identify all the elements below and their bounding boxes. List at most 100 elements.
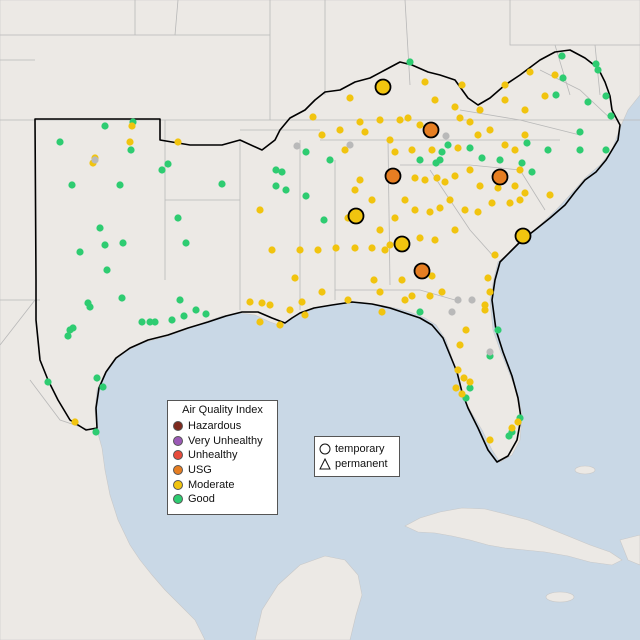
site-marker[interactable] — [478, 154, 486, 162]
site-marker[interactable] — [511, 146, 519, 154]
site-marker[interactable] — [332, 244, 340, 252]
site-marker[interactable] — [103, 266, 111, 274]
site-marker[interactable] — [432, 159, 440, 167]
site-marker[interactable] — [356, 176, 364, 184]
site-marker[interactable] — [552, 91, 560, 99]
site-marker[interactable] — [93, 374, 101, 382]
site-marker[interactable] — [218, 180, 226, 188]
site-marker[interactable] — [101, 122, 109, 130]
site-marker[interactable] — [92, 428, 100, 436]
site-marker[interactable] — [396, 116, 404, 124]
site-marker[interactable] — [286, 306, 294, 314]
site-marker[interactable] — [64, 332, 72, 340]
site-marker[interactable] — [516, 196, 524, 204]
site-marker[interactable] — [368, 244, 376, 252]
site-marker-large[interactable] — [393, 235, 411, 253]
site-marker[interactable] — [438, 288, 446, 296]
site-marker[interactable] — [528, 168, 536, 176]
site-marker[interactable] — [421, 176, 429, 184]
site-marker[interactable] — [438, 148, 446, 156]
site-marker[interactable] — [176, 296, 184, 304]
site-marker[interactable] — [326, 156, 334, 164]
site-marker[interactable] — [391, 148, 399, 156]
site-marker[interactable] — [376, 116, 384, 124]
site-marker[interactable] — [76, 248, 84, 256]
site-marker[interactable] — [256, 206, 264, 214]
site-marker[interactable] — [346, 94, 354, 102]
site-marker[interactable] — [476, 182, 484, 190]
site-marker[interactable] — [99, 383, 107, 391]
site-marker[interactable] — [416, 121, 424, 129]
site-marker[interactable] — [278, 168, 286, 176]
site-marker[interactable] — [336, 126, 344, 134]
site-marker[interactable] — [607, 112, 615, 120]
site-marker[interactable] — [428, 146, 436, 154]
site-marker[interactable] — [182, 239, 190, 247]
site-marker[interactable] — [442, 132, 450, 140]
site-marker[interactable] — [461, 206, 469, 214]
site-marker[interactable] — [451, 226, 459, 234]
site-marker[interactable] — [356, 118, 364, 126]
site-marker[interactable] — [376, 288, 384, 296]
site-marker[interactable] — [408, 292, 416, 300]
site-marker[interactable] — [516, 166, 524, 174]
site-marker[interactable] — [466, 166, 474, 174]
site-marker[interactable] — [474, 131, 482, 139]
site-marker[interactable] — [488, 199, 496, 207]
site-marker[interactable] — [346, 141, 354, 149]
site-marker[interactable] — [416, 156, 424, 164]
site-marker[interactable] — [68, 181, 76, 189]
site-marker[interactable] — [511, 182, 519, 190]
site-marker[interactable] — [551, 71, 559, 79]
site-marker[interactable] — [376, 226, 384, 234]
site-marker[interactable] — [602, 146, 610, 154]
site-marker[interactable] — [584, 98, 592, 106]
site-marker[interactable] — [128, 122, 136, 130]
site-marker[interactable] — [302, 148, 310, 156]
site-marker[interactable] — [576, 128, 584, 136]
site-marker[interactable] — [391, 214, 399, 222]
site-marker[interactable] — [521, 131, 529, 139]
site-marker[interactable] — [518, 159, 526, 167]
site-marker[interactable] — [351, 244, 359, 252]
site-marker[interactable] — [458, 81, 466, 89]
site-marker[interactable] — [361, 128, 369, 136]
site-marker[interactable] — [320, 216, 328, 224]
site-marker[interactable] — [416, 308, 424, 316]
site-marker[interactable] — [411, 174, 419, 182]
site-marker[interactable] — [71, 418, 79, 426]
site-marker[interactable] — [484, 274, 492, 282]
site-marker[interactable] — [401, 296, 409, 304]
site-marker[interactable] — [416, 234, 424, 242]
site-marker[interactable] — [126, 138, 134, 146]
site-marker-large[interactable] — [491, 168, 509, 186]
site-marker[interactable] — [411, 206, 419, 214]
site-marker-large[interactable] — [514, 227, 532, 245]
site-marker[interactable] — [318, 131, 326, 139]
site-marker[interactable] — [541, 92, 549, 100]
site-marker[interactable] — [272, 166, 280, 174]
site-marker[interactable] — [456, 114, 464, 122]
site-marker[interactable] — [127, 146, 135, 154]
site-marker[interactable] — [462, 326, 470, 334]
site-marker[interactable] — [558, 52, 566, 60]
site-marker[interactable] — [302, 192, 310, 200]
site-marker[interactable] — [481, 301, 489, 309]
site-marker[interactable] — [406, 58, 414, 66]
site-marker-large[interactable] — [413, 262, 431, 280]
site-marker[interactable] — [268, 246, 276, 254]
site-marker[interactable] — [466, 384, 474, 392]
site-marker[interactable] — [351, 186, 359, 194]
site-marker[interactable] — [505, 432, 513, 440]
site-marker[interactable] — [486, 126, 494, 134]
site-marker[interactable] — [576, 146, 584, 154]
site-marker[interactable] — [174, 214, 182, 222]
site-marker[interactable] — [202, 310, 210, 318]
site-marker[interactable] — [291, 274, 299, 282]
site-marker[interactable] — [381, 246, 389, 254]
site-marker[interactable] — [378, 308, 386, 316]
site-marker[interactable] — [476, 106, 484, 114]
site-marker[interactable] — [168, 316, 176, 324]
site-marker[interactable] — [454, 296, 462, 304]
site-marker[interactable] — [466, 144, 474, 152]
